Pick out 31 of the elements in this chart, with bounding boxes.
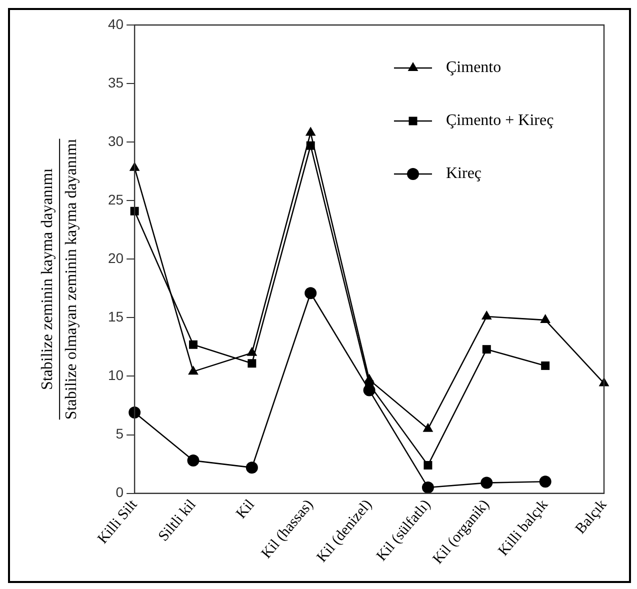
point [364,374,374,383]
y-tick-label: 15 [108,308,124,325]
point [188,366,198,375]
y-tick-label: 30 [108,132,124,149]
point [482,345,491,354]
point [304,287,317,300]
y-tick-label: 20 [108,250,124,266]
point [424,460,432,470]
point [246,346,258,356]
point [422,422,434,432]
point [305,126,316,136]
point [480,476,493,489]
y-tick-label: 10 [108,367,124,384]
legend-label: Çimento [446,59,502,76]
point [189,340,198,349]
point [187,454,200,467]
y-tick-label: 25 [108,191,124,208]
x-tick-label: Kil [233,496,258,522]
legend-label: Kireç [446,165,482,182]
y-tick-label: 40 [108,16,124,32]
point [541,361,550,370]
point [539,476,552,488]
legend-label: Çimento + Kireç [446,112,554,130]
point [540,314,551,324]
point [481,310,492,320]
point [248,359,256,368]
y-tick-label: 5 [116,426,124,442]
y-tick-label: 35 [108,74,124,90]
y-axis-title: Stabilize zeminin kayma dayanımı Stabilize olmayan zeminin kayma dayanımı [38,138,80,420]
point [246,462,258,474]
point [422,481,434,494]
